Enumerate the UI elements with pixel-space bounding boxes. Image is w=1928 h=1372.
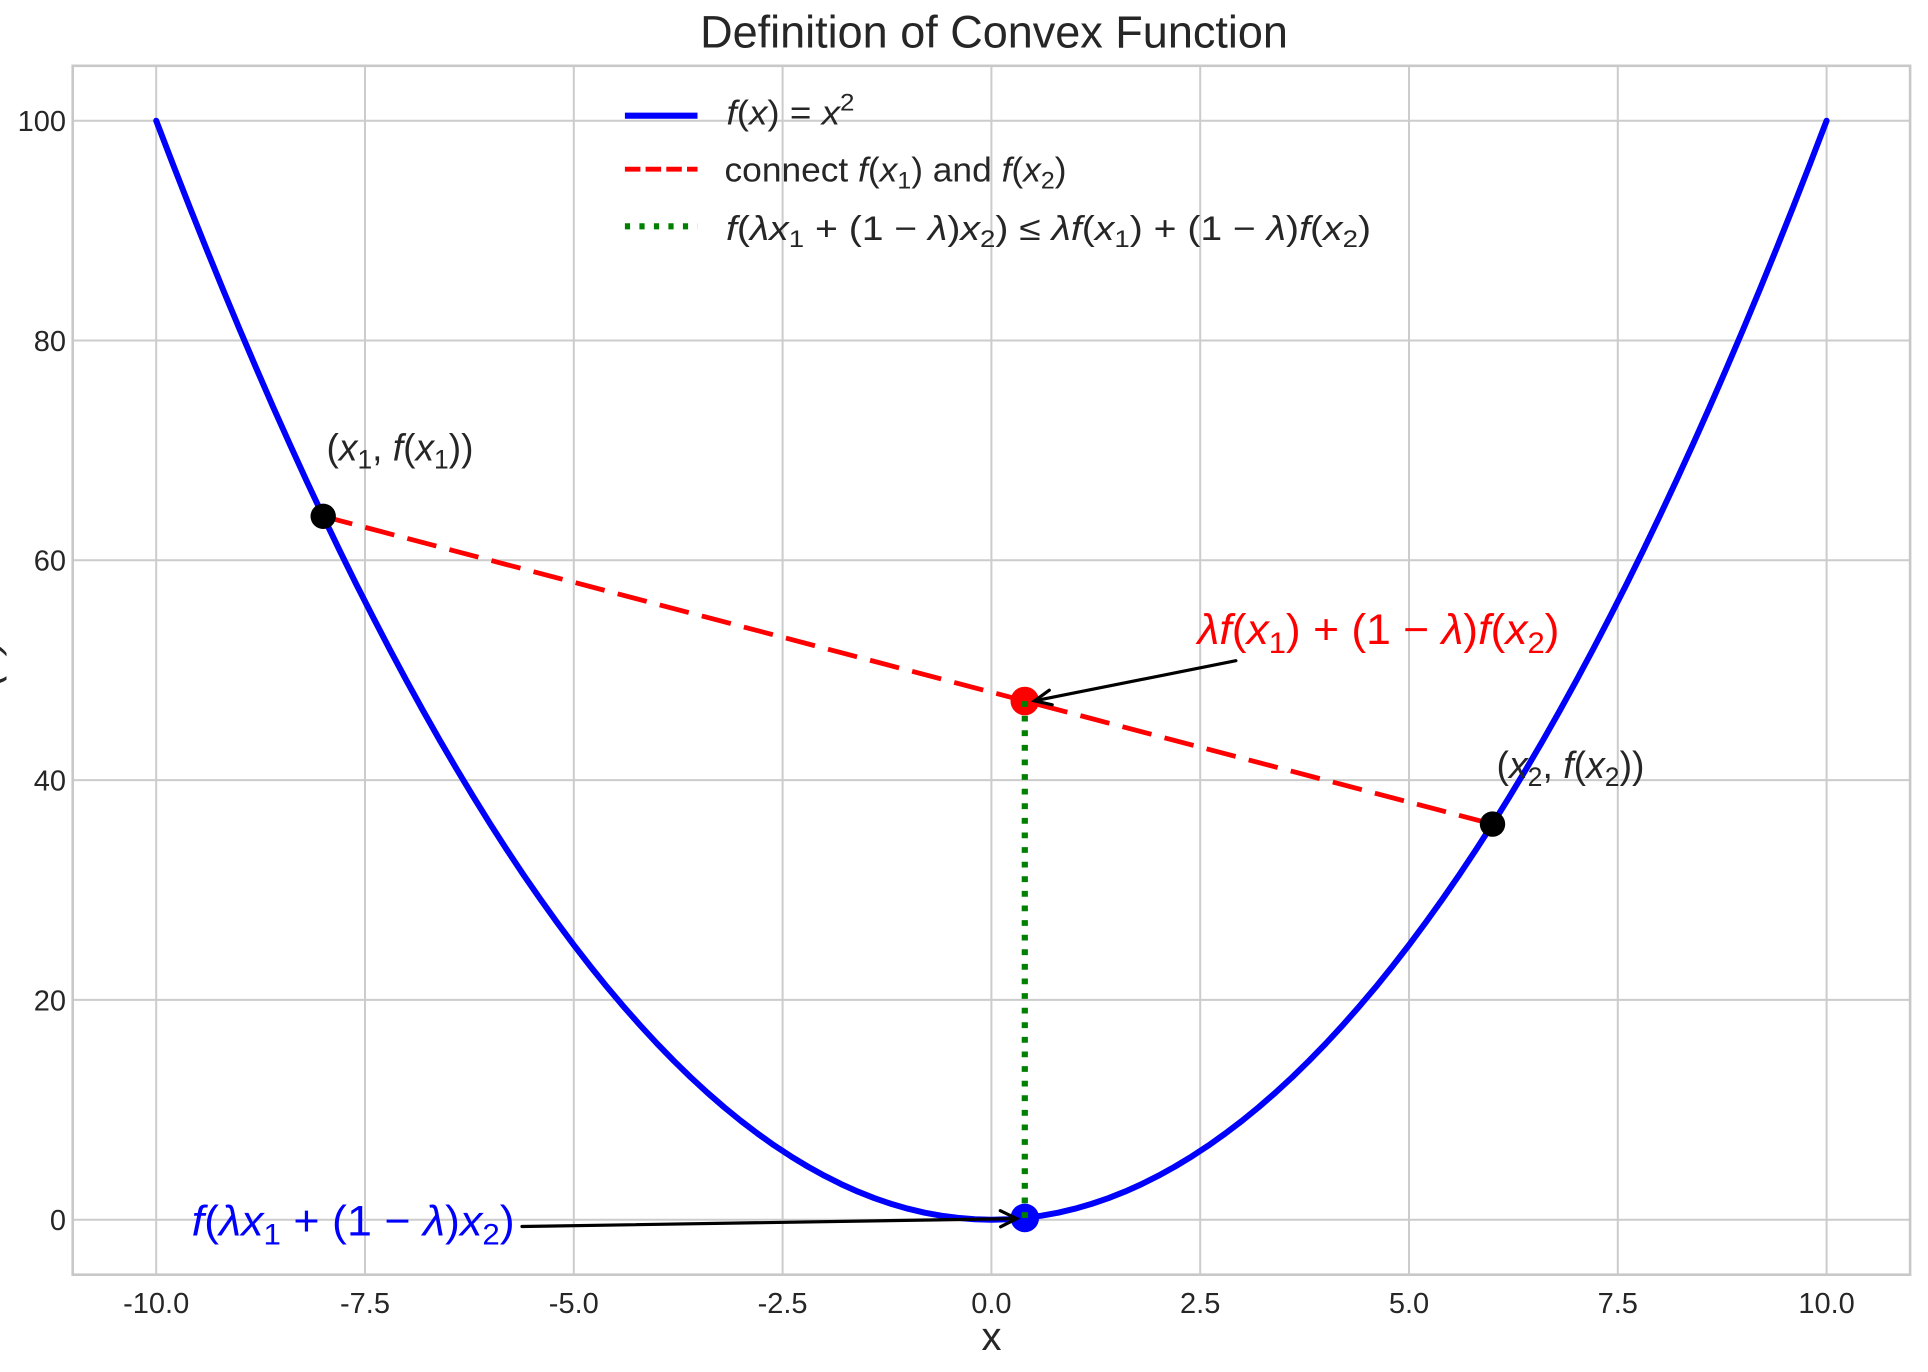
svg-text:60: 60 — [34, 546, 66, 578]
svg-text:f(x) = x2: f(x) = x2 — [727, 90, 855, 133]
svg-text:-2.5: -2.5 — [758, 1288, 808, 1320]
svg-text:-5.0: -5.0 — [549, 1288, 599, 1320]
svg-text:5.0: 5.0 — [1389, 1288, 1429, 1320]
svg-text:Definition of Convex Function: Definition of Convex Function — [700, 7, 1288, 58]
svg-text:100: 100 — [18, 106, 66, 138]
svg-text:-10.0: -10.0 — [123, 1288, 189, 1320]
svg-text:(x2, f(x2)): (x2, f(x2)) — [1497, 745, 1645, 792]
svg-text:λf(x1) + (1 − λ)f(x2): λf(x1) + (1 − λ)f(x2) — [1195, 606, 1559, 660]
svg-text:connect f(x1) and f(x2): connect f(x1) and f(x2) — [725, 152, 1067, 195]
svg-text:80: 80 — [34, 326, 66, 358]
svg-text:20: 20 — [34, 985, 66, 1017]
svg-text:f(x): f(x) — [0, 639, 7, 697]
svg-text:0: 0 — [50, 1205, 66, 1237]
svg-text:f(λx1 + (1 − λ)x2): f(λx1 + (1 − λ)x2) — [192, 1198, 515, 1252]
svg-text:7.5: 7.5 — [1598, 1288, 1638, 1320]
svg-text:x: x — [982, 1315, 1002, 1359]
svg-text:10.0: 10.0 — [1798, 1288, 1854, 1320]
svg-text:40: 40 — [34, 766, 66, 798]
svg-text:0.0: 0.0 — [971, 1288, 1011, 1320]
svg-text:f(λx1 + (1 − λ)x2) ≤ λf(x1) +: f(λx 1 + (1 − λ)x 2) ≤ λf (x 1) + (1 − λ)f(x… — [726, 210, 1371, 253]
svg-text:2.5: 2.5 — [1180, 1288, 1220, 1320]
svg-text:-7.5: -7.5 — [340, 1288, 390, 1320]
svg-text:(x1, f(x1)): (x1, f(x1)) — [327, 428, 474, 475]
